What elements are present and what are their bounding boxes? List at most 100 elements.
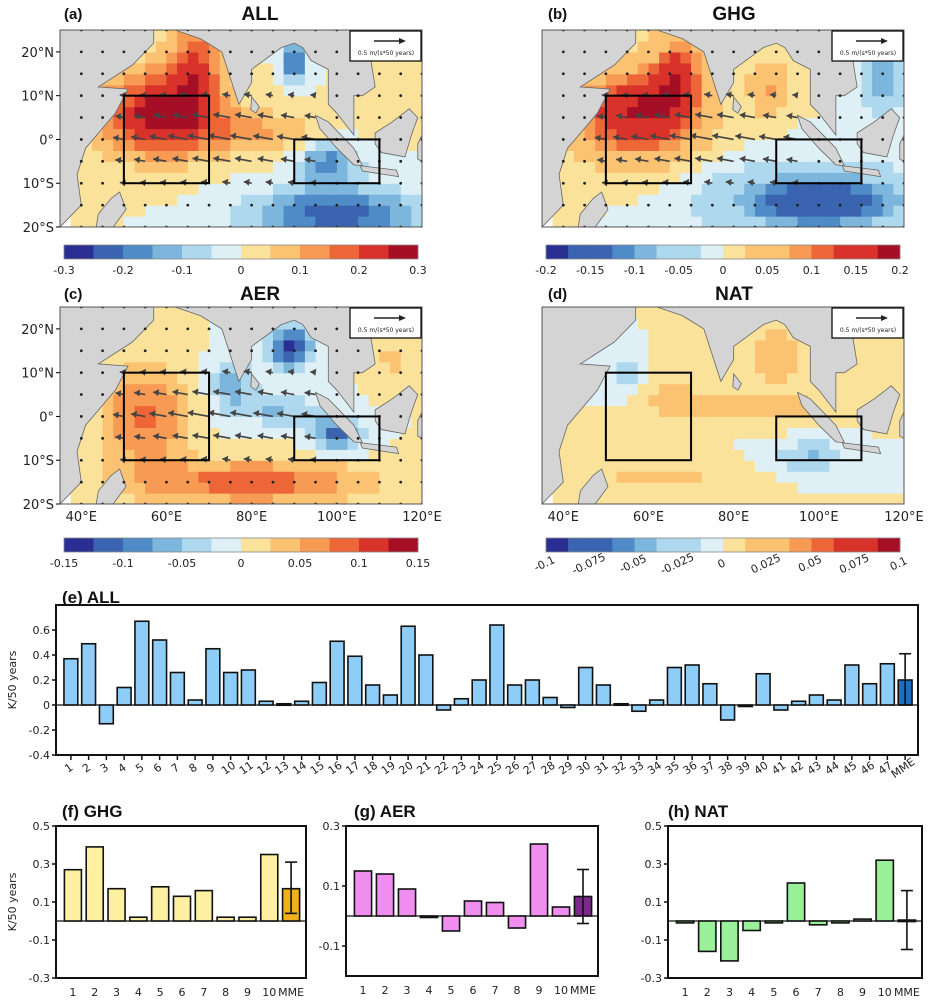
sst-cell [91, 150, 104, 162]
x-tick-label: 2 [91, 986, 98, 999]
sst-cell [691, 172, 703, 184]
sst-cell [691, 216, 703, 227]
sst-cell [797, 471, 809, 483]
sst-cell [723, 482, 735, 494]
sst-cell [765, 482, 777, 494]
sst-cell [584, 150, 596, 162]
vector-dot [356, 371, 360, 375]
sst-cell [209, 416, 221, 428]
sst-cell [358, 471, 370, 483]
vector-dot [689, 72, 693, 76]
sst-cell [637, 216, 650, 227]
x-tick-label: 4 [426, 984, 433, 997]
sst-cell [283, 383, 295, 396]
sst-cell [659, 372, 671, 385]
sst-cell [304, 482, 317, 494]
sst-cell [605, 183, 618, 195]
x-tick-label: 5 [448, 984, 455, 997]
vector-dot [583, 138, 586, 141]
sst-cell [113, 128, 125, 141]
x-tick-label: 1 [360, 984, 367, 997]
x-tick-label: 9 [204, 761, 217, 776]
sst-cell [701, 339, 713, 352]
sst-cell [723, 438, 735, 450]
sst-cell [304, 95, 317, 108]
sst-cell [797, 405, 809, 418]
sst-cell [563, 183, 575, 195]
sst-cell [198, 183, 210, 195]
sst-cell [818, 128, 831, 141]
sst-cell [648, 139, 660, 151]
sst-cell [637, 449, 650, 461]
sst-cell [166, 139, 178, 151]
sst-cell [850, 361, 863, 374]
sst-cell [573, 482, 586, 494]
model-bar [172, 895, 192, 922]
sst-cell [198, 427, 210, 439]
sst-cell [272, 482, 285, 494]
vector-dot [271, 327, 275, 331]
model-bar [134, 620, 150, 706]
model-bar [524, 679, 541, 706]
sst-cell [251, 460, 263, 472]
sst-cell [145, 172, 157, 184]
sst-cell [177, 139, 189, 151]
sst-cell [627, 84, 639, 97]
sst-cell [219, 438, 231, 450]
y-tick-label: 0.3 [33, 858, 51, 871]
sst-cell [861, 106, 873, 119]
land-mass [856, 385, 901, 435]
sst-cell [209, 216, 221, 227]
sst-cell [304, 205, 317, 217]
sst-cell [368, 427, 381, 439]
sst-cell [304, 416, 317, 428]
sst-cell [797, 493, 809, 504]
sst-cell [187, 62, 200, 75]
sst-cell [411, 216, 422, 227]
sst-cell [145, 328, 157, 341]
sst-cell [872, 161, 884, 173]
sst-cell [840, 139, 852, 151]
sst-cell [91, 449, 104, 461]
sst-cell [113, 383, 125, 396]
vector-dot [79, 415, 83, 418]
sst-cell [209, 150, 221, 162]
sst-cell [241, 493, 253, 504]
sst-cell [648, 216, 660, 227]
sst-cell [166, 328, 178, 341]
model-bar [697, 920, 717, 953]
vector-dot [186, 349, 190, 353]
x-tick-label: 45 [840, 759, 859, 778]
sst-cell [797, 361, 809, 374]
vector-dot [399, 458, 403, 462]
sst-cell [283, 172, 295, 184]
sst-cell [187, 95, 200, 108]
sst-cell [272, 493, 285, 504]
sst-cell [754, 372, 767, 385]
vector-dot [689, 203, 693, 207]
sst-cell [209, 95, 221, 108]
sst-cell [840, 150, 852, 162]
sst-cell [123, 161, 136, 173]
plot-frame [55, 604, 919, 756]
wind-vector-head [192, 388, 199, 396]
sst-cell [177, 51, 189, 64]
model-bar [222, 671, 239, 706]
colorbar-segment [700, 538, 724, 552]
wind-vector-head [304, 156, 311, 164]
sst-cell [390, 427, 402, 439]
sst-cell [616, 73, 628, 86]
sst-cell [209, 106, 221, 119]
sst-cell [145, 183, 157, 195]
sst-cell [145, 117, 157, 130]
sst-cell [304, 361, 317, 374]
vector-dot [314, 349, 317, 353]
x-tick-label: MME [889, 755, 918, 781]
sst-cell [358, 394, 370, 407]
y-tick-label: 0.3 [323, 820, 341, 833]
sst-cell [765, 449, 777, 461]
sst-cell [358, 383, 370, 396]
sst-cell [326, 427, 338, 439]
sst-cell [294, 73, 306, 86]
sst-cell [765, 416, 777, 428]
